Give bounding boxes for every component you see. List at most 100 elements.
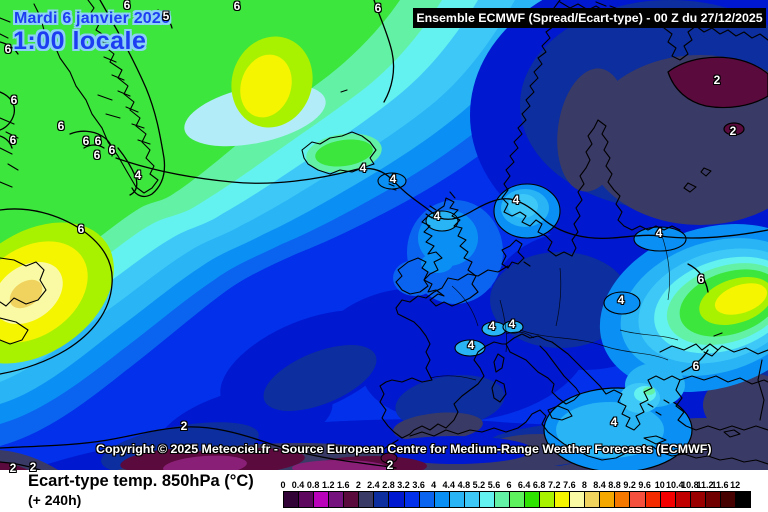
colorbar-tick: 7.2: [547, 480, 561, 490]
contour-label: 2: [180, 418, 188, 433]
contour-label: 4: [655, 225, 663, 240]
contour-label: 4: [389, 171, 397, 186]
colorbar-cell: [614, 491, 631, 508]
contour-label: 6: [57, 118, 65, 133]
colorbar-tick: 6.8: [532, 480, 546, 490]
contour-label: 6: [108, 142, 116, 157]
contour-label: 4: [512, 192, 520, 207]
colorbar-cell: [508, 491, 525, 508]
colorbar-cell: [388, 491, 405, 508]
colorbar-tick: 2.8: [382, 480, 395, 490]
colorbar-tick: 6.4: [517, 480, 531, 490]
colorbar-tick: 1.6: [337, 480, 350, 490]
colorbar-cell: [478, 491, 495, 508]
colorbar-tick: 0.8: [306, 480, 320, 490]
colorbar-tick: 7.6: [563, 480, 576, 490]
colorbar-tick: 1.2: [321, 480, 335, 490]
colorbar-tick: 10.8: [681, 480, 699, 490]
colorbar-tick: 2.4: [367, 480, 380, 490]
colorbar-cell: [463, 491, 480, 508]
contour-label: 2: [29, 459, 37, 474]
colorbar-cell: [689, 491, 706, 508]
colorbar-tick: 3.6: [412, 480, 425, 490]
valid-time-label: 1:00 locale: [13, 27, 147, 55]
colorbar-cell: [659, 491, 676, 508]
colorbar-cell: [524, 491, 541, 508]
colorbar-tick: 9.2: [623, 480, 636, 490]
model-run-header-text: Ensemble ECMWF (Spread/Ecart-type) - 00 …: [416, 11, 763, 25]
colorbar-cell: [328, 491, 345, 508]
contour-label: 6: [77, 221, 85, 236]
colorbar-tick: 8: [581, 480, 587, 490]
colorbar-tick: 10.4: [666, 480, 684, 490]
colorbar-tick: 10: [654, 480, 665, 490]
colorbar-tick: 4: [431, 480, 437, 490]
contour-label: 4: [359, 160, 367, 175]
colorbar-cell: [734, 491, 751, 508]
legend-title: Ecart-type temp. 850hPa (°C): [28, 472, 254, 490]
colorbar-tick: 4.8: [457, 480, 471, 490]
colorbar-ticks: 0 0.4 0.8 1.2 1.6 2 2.4 2.8 3.2 3.6 4 4.4 4.8 5.2 5.6 6…: [280, 480, 753, 490]
contour-label: 6: [692, 358, 700, 373]
contour-label: 4: [488, 318, 496, 333]
contour-label: 6: [374, 0, 382, 15]
contour-label: 2: [386, 457, 394, 472]
colorbar-cell: [493, 491, 510, 508]
colorbar-tick: 3.2: [397, 480, 410, 490]
colorbar-cell: [298, 491, 315, 508]
contour-label: 6: [4, 41, 12, 56]
colorbar-tick: 12: [730, 480, 741, 490]
contour-label: 6: [94, 133, 102, 148]
colorbar-tick: 4.4: [442, 480, 456, 490]
colorbar-tick: 0.4: [291, 480, 305, 490]
colorbar-tick: 11.6: [711, 480, 729, 490]
colorbar-tick: 5.6: [487, 480, 501, 490]
colorbar-cell: [403, 491, 420, 508]
contour-label: 2: [9, 460, 17, 475]
copyright-line: Copyright © 2025 Meteociel.fr - Source E…: [96, 442, 712, 456]
contour-label: 4: [134, 167, 142, 182]
colorbar-cell: [599, 491, 616, 508]
colorbar-cell: [539, 491, 556, 508]
contour-label: 4: [433, 208, 441, 223]
contour-label: 6: [93, 147, 101, 162]
weather-map-image: [0, 0, 768, 470]
colorbar-cells: [283, 491, 751, 508]
contour-label: 4: [467, 337, 475, 352]
colorbar-cell: [448, 491, 465, 508]
colorbar: 0 0.4 0.8 1.2 1.6 2 2.4 2.8 3.2 3.6 4 4.4 4.8 5.2 5.6 6…: [280, 480, 753, 508]
colorbar-cell: [719, 491, 736, 508]
contour-label: 5: [162, 8, 170, 23]
colorbar-tick: 8.8: [608, 480, 621, 490]
colorbar-tick: 9.6: [638, 480, 651, 490]
colorbar-cell: [313, 491, 330, 508]
colorbar-cell: [629, 491, 646, 508]
colorbar-tick: 5.2: [472, 480, 486, 490]
colorbar-cell: [373, 491, 390, 508]
colorbar-tick: 8.4: [593, 480, 606, 490]
colorbar-cell: [418, 491, 435, 508]
colorbar-tick: 11.2: [696, 480, 714, 490]
colorbar-cell: [644, 491, 661, 508]
legend-forecast-step: (+ 240h): [28, 492, 82, 508]
colorbar-tick: 0: [280, 480, 286, 490]
colorbar-cell: [569, 491, 586, 508]
contour-label: 6: [82, 133, 90, 148]
colorbar-tick: 2: [355, 480, 361, 490]
contour-label: 6: [123, 0, 131, 12]
colorbar-cell: [554, 491, 571, 508]
contour-label: 2: [713, 72, 721, 87]
contour-label: 6: [233, 0, 241, 13]
colorbar-cell: [704, 491, 721, 508]
colorbar-cell: [584, 491, 601, 508]
contour-label: 4: [617, 292, 625, 307]
colorbar-cell: [283, 491, 300, 508]
colorbar-cell: [358, 491, 375, 508]
colorbar-cell: [674, 491, 691, 508]
contour-label: 6: [697, 271, 705, 286]
model-run-header: Ensemble ECMWF (Spread/Ecart-type) - 00 …: [413, 8, 766, 28]
contour-label: 6: [10, 92, 18, 107]
contour-label: 2: [729, 123, 737, 138]
colorbar-cell: [343, 491, 360, 508]
